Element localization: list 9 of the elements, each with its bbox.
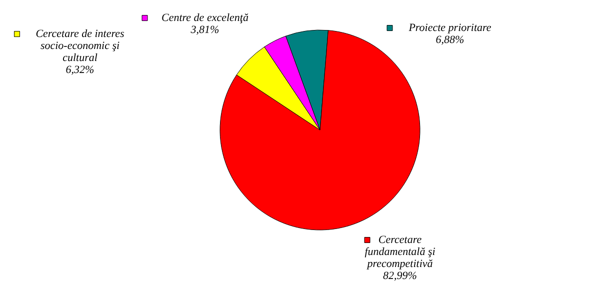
- legend-label: Cercetare fundamentală şi precompetitivă: [364, 234, 436, 270]
- data-label: 6,88%: [436, 34, 464, 46]
- legend-label: Centre de excelenţă: [162, 12, 249, 24]
- data-label: 82,99%: [383, 270, 417, 282]
- data-label: 3,81%: [190, 24, 220, 36]
- legend-label: Proiecte prioritare: [408, 22, 492, 34]
- data-label: 6,32%: [66, 64, 94, 76]
- pie-slice: [220, 30, 420, 230]
- legend-label: Cercetare de interes socio-economic şi cultural: [36, 28, 124, 64]
